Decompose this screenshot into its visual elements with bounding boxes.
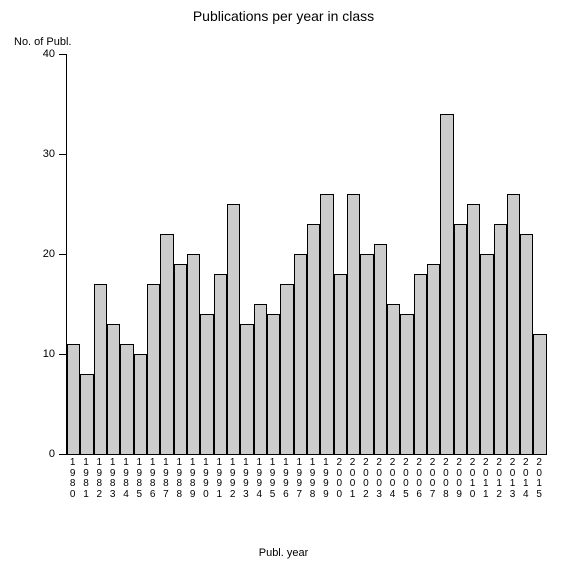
bar xyxy=(267,314,280,454)
bar xyxy=(200,314,213,454)
bar xyxy=(94,284,107,454)
x-tick-label: 1997 xyxy=(293,458,306,500)
x-tick-label: 1986 xyxy=(146,458,159,500)
bar xyxy=(214,274,227,454)
bar xyxy=(387,304,400,454)
bar xyxy=(494,224,507,454)
bar xyxy=(294,254,307,454)
x-tick-label: 2002 xyxy=(359,458,372,500)
x-tick-label: 2001 xyxy=(346,458,359,500)
bar xyxy=(320,194,333,454)
bar xyxy=(360,254,373,454)
x-tick-label: 1992 xyxy=(226,458,239,500)
x-tick-label: 1984 xyxy=(119,458,132,500)
y-tick-label: 10 xyxy=(43,348,55,360)
bar xyxy=(400,314,413,454)
x-tick-label: 1988 xyxy=(173,458,186,500)
x-tick-label: 1999 xyxy=(319,458,332,500)
x-tick-label: 2007 xyxy=(426,458,439,500)
x-tick-label: 1983 xyxy=(106,458,119,500)
plot-area: 010203040 xyxy=(66,54,547,455)
x-tick-label: 2010 xyxy=(466,458,479,500)
x-tick-label: 2015 xyxy=(532,458,545,500)
bar xyxy=(280,284,293,454)
x-tick-label: 1981 xyxy=(79,458,92,500)
bar xyxy=(187,254,200,454)
x-tick-label: 2012 xyxy=(493,458,506,500)
x-tick-label: 1998 xyxy=(306,458,319,500)
x-tick-label: 2006 xyxy=(413,458,426,500)
y-tick xyxy=(59,354,67,355)
bar xyxy=(254,304,267,454)
x-tick-label: 1991 xyxy=(213,458,226,500)
x-tick-label: 1980 xyxy=(66,458,79,500)
bar xyxy=(347,194,360,454)
x-tick-label: 1994 xyxy=(253,458,266,500)
x-tick-label: 1985 xyxy=(133,458,146,500)
y-tick xyxy=(59,54,67,55)
y-tick xyxy=(59,254,67,255)
x-tick-label: 1995 xyxy=(266,458,279,500)
x-tick-label: 2009 xyxy=(453,458,466,500)
bar xyxy=(307,224,320,454)
x-tick-label: 2004 xyxy=(386,458,399,500)
x-tick-label: 1990 xyxy=(199,458,212,500)
x-tick-label: 2005 xyxy=(399,458,412,500)
x-tick-label: 1982 xyxy=(93,458,106,500)
bar xyxy=(374,244,387,454)
y-tick xyxy=(59,154,67,155)
bar xyxy=(147,284,160,454)
bar xyxy=(520,234,533,454)
x-tick-label: 2000 xyxy=(333,458,346,500)
bar xyxy=(107,324,120,454)
publications-bar-chart: Publications per year in class No. of Pu… xyxy=(0,0,567,567)
x-tick-label: 1996 xyxy=(279,458,292,500)
x-tick-label: 2011 xyxy=(479,458,492,500)
bar xyxy=(160,234,173,454)
y-tick-label: 20 xyxy=(43,248,55,260)
bar xyxy=(174,264,187,454)
x-axis-title: Publ. year xyxy=(0,547,567,559)
bar xyxy=(480,254,493,454)
y-tick-label: 30 xyxy=(43,148,55,160)
x-tick-label: 2003 xyxy=(373,458,386,500)
bar xyxy=(440,114,453,454)
bar xyxy=(227,204,240,454)
y-tick-label: 0 xyxy=(49,448,55,460)
bar xyxy=(120,344,133,454)
bar xyxy=(334,274,347,454)
bar xyxy=(80,374,93,454)
x-tick-label: 2014 xyxy=(519,458,532,500)
y-axis-title: No. of Publ. xyxy=(14,36,71,48)
bar xyxy=(467,204,480,454)
y-tick-label: 40 xyxy=(43,48,55,60)
bar xyxy=(507,194,520,454)
bar xyxy=(67,344,80,454)
chart-title: Publications per year in class xyxy=(0,8,567,24)
x-tick-label: 1993 xyxy=(239,458,252,500)
bar xyxy=(454,224,467,454)
x-tick-label: 2013 xyxy=(506,458,519,500)
bar xyxy=(427,264,440,454)
y-tick xyxy=(59,454,67,455)
x-tick-label: 2008 xyxy=(439,458,452,500)
x-tick-label: 1987 xyxy=(159,458,172,500)
bar xyxy=(533,334,546,454)
bars-group xyxy=(67,54,547,454)
bar xyxy=(414,274,427,454)
x-tick-labels: 1980198119821983198419851986198719881989… xyxy=(66,458,546,500)
bar xyxy=(134,354,147,454)
x-tick-label: 1989 xyxy=(186,458,199,500)
bar xyxy=(240,324,253,454)
